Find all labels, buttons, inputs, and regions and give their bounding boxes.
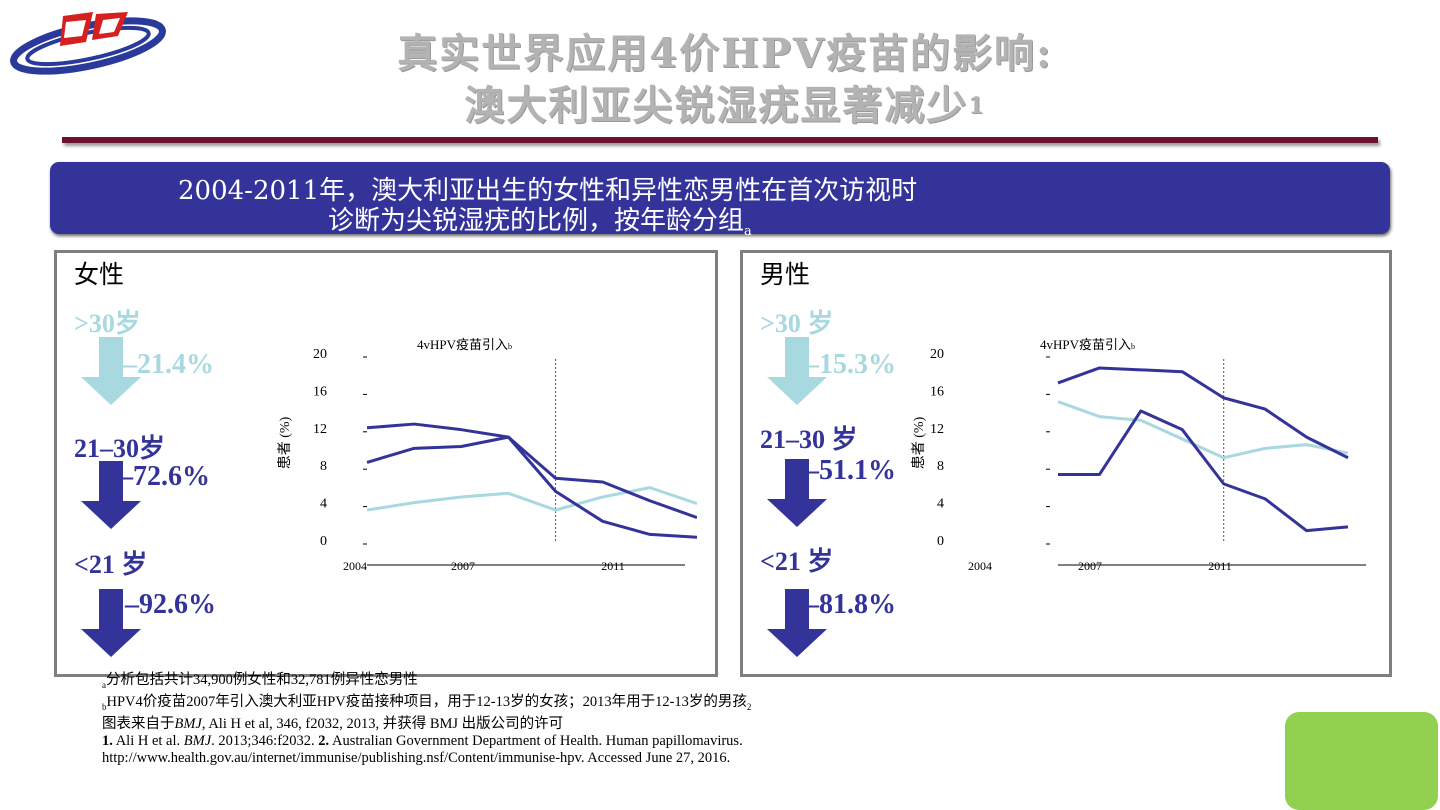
series-line-1 bbox=[1057, 366, 1349, 460]
female-over30-change: –21.4% bbox=[123, 349, 214, 380]
male-panel: 男性 >30 岁 –15.3% 21–30 岁 –51.1% <21 岁 –81… bbox=[740, 250, 1392, 677]
ref2-url: http://www.health.gov.au/internet/immuni… bbox=[102, 749, 731, 766]
male-group-21-30: 21–30 岁 bbox=[760, 425, 858, 454]
ref2-num: 2. bbox=[318, 732, 330, 749]
x-tick-label: 2004 bbox=[968, 559, 992, 573]
source-post: , Ali H et al, 346, f2032, 2013, 并获得 BMJ… bbox=[201, 715, 564, 732]
male-under21-down-arrow-icon bbox=[767, 589, 827, 657]
female-panel-title: 女性 bbox=[74, 260, 125, 289]
y-tick-label: 4 bbox=[937, 497, 944, 512]
female-group-over30: >30岁 bbox=[74, 309, 141, 338]
banner-line-2: 诊断为尖锐湿疣的比例，按年龄分组a bbox=[328, 200, 752, 239]
footnote-a-text: 分析包括共计34,900例女性和32,781例异性恋男性 bbox=[106, 672, 418, 688]
y-tick-label: 12 bbox=[930, 422, 944, 437]
male-21-30-change: –51.1% bbox=[805, 455, 896, 486]
title-line-2: 澳大利亚尖锐湿疣显著减少1 bbox=[200, 80, 1250, 132]
footnote-a: a分析包括共计34,900例女性和32,781例异性恋男性 bbox=[102, 672, 751, 694]
y-tick-label: 20 bbox=[930, 347, 944, 362]
male-over30-down-arrow-icon bbox=[767, 337, 827, 405]
x-tick-label: 2011 bbox=[1208, 559, 1232, 573]
cdc-logo bbox=[10, 12, 166, 75]
title-ref: 1 bbox=[968, 93, 986, 119]
female-under21-change: –92.6% bbox=[125, 589, 216, 620]
x-tick-label: 2007 bbox=[451, 559, 475, 573]
green-corner-shape bbox=[1285, 712, 1438, 810]
series-line-0 bbox=[366, 486, 697, 512]
male-group-over30: >30 岁 bbox=[760, 309, 834, 338]
references-line: 1. Ali H et al. BMJ. 2013;346:f2032. 2. … bbox=[102, 733, 751, 750]
banner-line-2-text: 诊断为尖锐湿疣的比例，按年龄分组 bbox=[328, 206, 745, 236]
female-21-30-down-arrow-icon bbox=[81, 461, 141, 529]
male-under21-change: –81.8% bbox=[805, 589, 896, 620]
source-pre: 图表来自于 bbox=[102, 715, 175, 732]
y-tick-label: 20 bbox=[313, 347, 327, 362]
y-tick-label: 12 bbox=[313, 422, 327, 437]
female-over30-down-arrow-icon bbox=[81, 337, 141, 405]
y-tick-label: 16 bbox=[313, 384, 327, 399]
series-line-2 bbox=[366, 435, 697, 539]
y-tick-label: 16 bbox=[930, 384, 944, 399]
title-line-1: 真实世界应用4价HPV疫苗的影响: bbox=[397, 30, 1053, 77]
ref1-num: 1. bbox=[102, 732, 113, 749]
vaccine-annotation: 4vHPV疫苗引入b bbox=[1040, 337, 1135, 352]
y-tick-label: 8 bbox=[320, 459, 327, 474]
ref1-journal: BMJ bbox=[183, 732, 212, 749]
y-tick-label: 4 bbox=[320, 497, 327, 512]
footnote-b-mark: b bbox=[102, 701, 107, 712]
source-journal: BMJ bbox=[174, 715, 202, 732]
ref2-rest: Australian Government Department of Heal… bbox=[329, 732, 743, 749]
male-over30-change: –15.3% bbox=[805, 349, 896, 380]
footnote-b: bHPV4价疫苗2007年引入澳大利亚HPV疫苗接种项目，用于12-13岁的女孩… bbox=[102, 694, 751, 716]
slide-title: 真实世界应用4价HPV疫苗的影响: 澳大利亚尖锐湿疣显著减少1 bbox=[200, 28, 1250, 132]
ref1-author: Ali H et al. bbox=[112, 732, 184, 749]
subtitle-banner: 2004-2011年，澳大利亚出生的女性和异性恋男性在首次访视时 诊断为尖锐湿疣… bbox=[50, 162, 1390, 239]
footnote-b-ref: 2 bbox=[746, 701, 752, 712]
female-group-under21: <21 岁 bbox=[74, 550, 148, 579]
series-line-0 bbox=[1057, 400, 1349, 460]
footnote-a-mark: a bbox=[102, 679, 106, 690]
banner-note: a bbox=[744, 224, 752, 240]
ref1-rest: . 2013;346:f2032. bbox=[211, 732, 319, 749]
x-tick-label: 2007 bbox=[1078, 559, 1102, 573]
x-tick-label: 2004 bbox=[343, 559, 367, 573]
y-tick-label: 8 bbox=[937, 459, 944, 474]
female-group-21-30: 21–30岁 bbox=[74, 434, 166, 463]
title-divider bbox=[62, 137, 1378, 143]
y-axis-label: 患者 (%) bbox=[911, 416, 927, 469]
source-line: 图表来自于BMJ, Ali H et al, 346, f2032, 2013,… bbox=[102, 716, 751, 733]
series-line-1 bbox=[366, 422, 697, 519]
y-tick-label: 0 bbox=[320, 534, 327, 549]
x-tick-label: 2011 bbox=[601, 559, 625, 573]
male-group-under21: <21 岁 bbox=[760, 547, 834, 576]
footnote-b-text: HPV4价疫苗2007年引入澳大利亚HPV疫苗接种项目，用于12-13岁的女孩；… bbox=[106, 693, 747, 710]
female-21-30-change: –72.6% bbox=[119, 461, 210, 492]
vaccine-annotation-note: b bbox=[508, 342, 512, 351]
female-line-chart: 20 16 12 8 4 0 患者 (%) 2004 2007 2011 4vHPV疫苗引入b bbox=[277, 337, 697, 573]
male-21-30-down-arrow-icon bbox=[767, 459, 827, 527]
male-panel-title: 男性 bbox=[760, 260, 811, 289]
series-line-2 bbox=[1058, 409, 1349, 533]
vaccine-annotation-text: 4vHPV疫苗引入 bbox=[1040, 337, 1131, 352]
vaccine-annotation: 4vHPV疫苗引入b bbox=[417, 337, 512, 352]
vaccine-annotation-text: 4vHPV疫苗引入 bbox=[417, 337, 508, 352]
y-tick-label: 0 bbox=[937, 534, 944, 549]
female-under21-down-arrow-icon bbox=[81, 589, 141, 657]
banner-line-1: 2004-2011年，澳大利亚出生的女性和异性恋男性在首次访视时 bbox=[178, 176, 918, 206]
female-panel: 女性 >30岁 –21.4% 21–30岁 –72.6% <21 岁 –92.6… bbox=[54, 250, 718, 677]
vaccine-annotation-note: b bbox=[1131, 342, 1135, 351]
y-axis-label: 患者 (%) bbox=[277, 416, 293, 469]
male-line-chart: 20 16 12 8 4 0 患者 (%) 2004 2007 2011 4vHPV疫苗引入b bbox=[911, 337, 1366, 573]
footnotes: a分析包括共计34,900例女性和32,781例异性恋男性 bHPV4价疫苗20… bbox=[102, 672, 751, 767]
title-line-2-text: 澳大利亚尖锐湿疣显著减少 bbox=[464, 82, 969, 129]
